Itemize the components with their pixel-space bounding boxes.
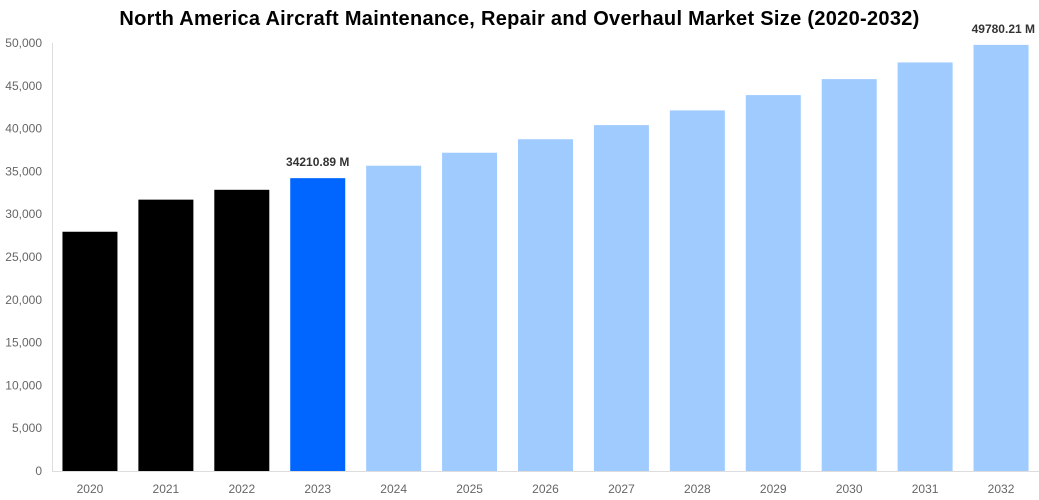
x-tick-label: 2031 [912,482,939,496]
bar-2020 [62,231,118,471]
bar-2022 [214,189,270,471]
y-tick-label: 25,000 [5,250,42,264]
x-tick-label: 2023 [304,482,331,496]
bar-2026 [518,139,573,471]
data-label: 34210.89 M [286,155,349,169]
x-tick-label: 2024 [380,482,407,496]
bar-2027 [593,125,649,472]
chart-title: North America Aircraft Maintenance, Repa… [119,8,920,30]
bar-2023 [290,178,346,471]
y-tick-label: 0 [35,464,42,478]
x-tick-label: 2025 [456,482,483,496]
y-tick-label: 40,000 [5,122,42,136]
x-tick-label: 2020 [77,482,104,496]
bar-2028 [669,110,725,472]
y-tick-label: 45,000 [5,79,42,93]
y-tick-label: 30,000 [5,207,42,221]
x-tick-label: 2027 [608,482,635,496]
y-tick-label: 50,000 [5,36,42,50]
x-tick-label: 2030 [836,482,863,496]
x-tick-label: 2032 [988,482,1015,496]
data-label: 49780.21 M [972,22,1035,36]
y-tick-label: 20,000 [5,293,42,307]
bar-2021 [138,199,194,471]
bar-2032 [973,44,1029,471]
x-tick-label: 2022 [228,482,255,496]
y-tick-label: 10,000 [5,378,42,392]
x-tick-label: 2021 [153,482,180,496]
bar-2025 [442,152,498,471]
x-tick-label: 2029 [760,482,787,496]
x-tick-label: 2028 [684,482,711,496]
x-tick-label: 2026 [532,482,559,496]
y-tick-label: 35,000 [5,164,42,178]
bar-2029 [745,95,801,471]
bar-2030 [821,79,877,471]
y-tick-label: 5,000 [12,421,42,435]
y-tick-label: 15,000 [5,336,42,350]
bar-2031 [897,62,953,472]
bar-2024 [366,165,422,472]
